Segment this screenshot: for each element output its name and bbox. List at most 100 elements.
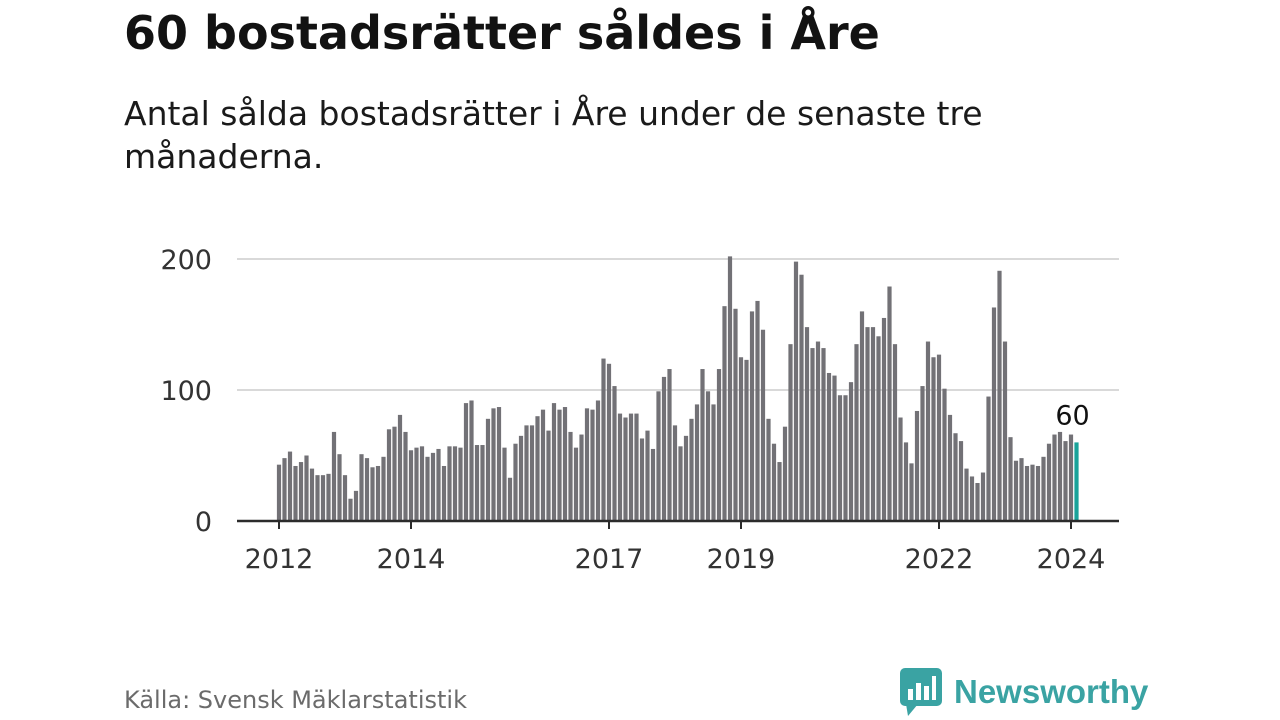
bar [936, 354, 942, 521]
bar [744, 359, 749, 521]
bar [518, 435, 524, 521]
bar [958, 441, 964, 521]
bar [546, 430, 551, 521]
bar [590, 409, 595, 521]
bar [315, 475, 320, 521]
bar [513, 443, 518, 521]
bar [689, 418, 694, 521]
x-tick-label: 2019 [707, 544, 776, 575]
bar [359, 454, 364, 521]
bar [942, 388, 947, 521]
bar [931, 357, 936, 521]
bar [634, 413, 639, 521]
bar [810, 348, 815, 521]
bar [623, 417, 628, 521]
x-tick-label: 2017 [575, 544, 644, 575]
bar [370, 467, 375, 521]
bar [705, 391, 711, 521]
y-tick-label: 100 [160, 376, 212, 407]
bar [859, 311, 865, 521]
bar [441, 465, 447, 521]
bar [755, 300, 760, 521]
bar [821, 348, 826, 521]
x-tick-label: 2014 [377, 544, 446, 575]
bar [507, 477, 513, 521]
bar [694, 404, 700, 521]
bar [606, 363, 612, 521]
chart-subtitle: Antal sålda bostadsrätter i Åre under de… [124, 94, 983, 176]
newsworthy-logo: Newsworthy [900, 668, 1148, 716]
bar [447, 446, 452, 521]
bar [788, 344, 793, 521]
bar [848, 382, 854, 521]
bar [953, 433, 958, 521]
bar [1063, 441, 1068, 521]
bar [914, 410, 920, 521]
bar [1057, 431, 1063, 521]
bar [535, 416, 540, 521]
bar [892, 344, 898, 521]
bar [997, 270, 1002, 521]
bar [397, 414, 403, 521]
bar [909, 463, 914, 521]
bar [617, 413, 623, 521]
bar [458, 447, 463, 521]
bar [326, 473, 331, 521]
bar [991, 307, 997, 521]
bar [865, 327, 870, 521]
bar [749, 311, 755, 521]
bar [727, 256, 733, 521]
bar [799, 274, 804, 521]
bar [920, 386, 925, 521]
bar [491, 408, 496, 521]
bar [414, 447, 419, 521]
bar [980, 472, 986, 521]
bar [463, 403, 469, 521]
bar [276, 464, 282, 521]
bar [793, 261, 799, 521]
bar [540, 409, 546, 521]
bar [760, 329, 766, 521]
bar [645, 430, 650, 521]
bar [782, 426, 788, 521]
bar [777, 462, 782, 521]
bar [386, 429, 392, 521]
bar [969, 476, 975, 521]
data-label: 60 [1055, 400, 1089, 431]
bar [1035, 465, 1041, 521]
bar [881, 317, 887, 521]
bar [485, 418, 491, 521]
bar [337, 454, 342, 521]
y-tick-label: 0 [195, 507, 212, 538]
bar [342, 475, 348, 521]
bar [584, 408, 590, 521]
bar [766, 418, 771, 521]
x-tick-label: 2022 [905, 544, 974, 575]
bar [876, 336, 881, 521]
bar [579, 434, 584, 521]
bar [1002, 341, 1008, 521]
x-tick-label: 2012 [245, 544, 314, 575]
bar [375, 465, 381, 521]
bar [496, 407, 502, 521]
highlight-bar [1074, 442, 1079, 521]
bar [1046, 443, 1052, 521]
bar [667, 369, 672, 521]
bar [832, 375, 837, 521]
bar [1052, 434, 1057, 521]
bar [843, 395, 848, 521]
bar [854, 344, 859, 521]
bar [392, 426, 397, 521]
bar [711, 404, 716, 521]
bar [282, 458, 287, 521]
bar [419, 446, 425, 521]
bar [738, 357, 744, 521]
bar [650, 448, 656, 521]
bar [403, 431, 408, 521]
bar [771, 443, 777, 521]
bar [628, 413, 634, 521]
bar [656, 391, 661, 521]
bar [837, 395, 843, 521]
bar [502, 447, 507, 521]
bar [683, 435, 689, 521]
